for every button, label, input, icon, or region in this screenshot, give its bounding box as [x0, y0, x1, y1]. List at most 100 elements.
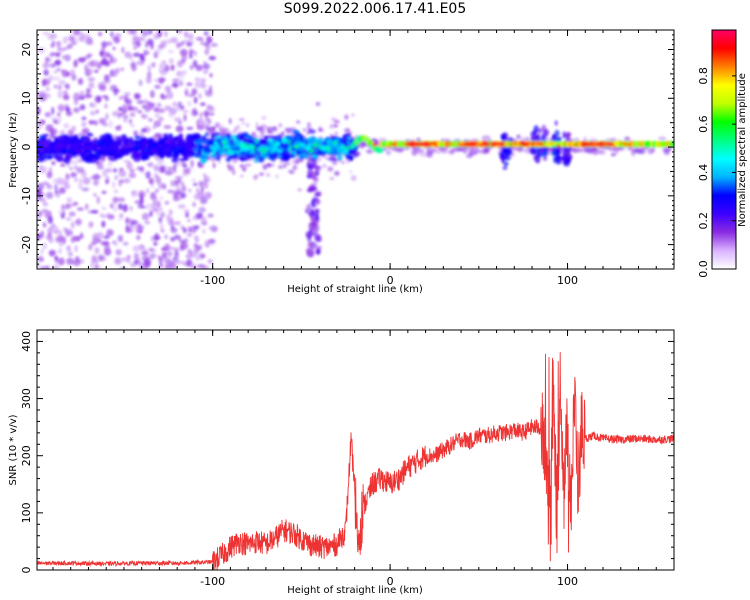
heatmap-cell: [52, 76, 61, 81]
heatmap-cell: [264, 135, 269, 140]
heatmap-cell: [168, 209, 173, 216]
heatmap-cell: [172, 247, 180, 252]
heatmap-cell: [138, 79, 143, 87]
heatmap-cell: [414, 147, 425, 154]
heatmap-cell: [266, 172, 271, 178]
heatmap-cell: [430, 144, 436, 147]
heatmap-cell: [516, 134, 521, 139]
heatmap-cell: [312, 141, 319, 148]
heatmap-cell: [58, 242, 64, 247]
heatmap-cell: [329, 176, 335, 181]
heatmap-cell: [81, 127, 90, 135]
heatmap-cell: [46, 182, 51, 188]
heatmap-cell: [84, 65, 88, 72]
colorbar-tick-label: 0.0: [697, 260, 710, 278]
heatmap-cell: [233, 138, 238, 142]
heatmap-cell: [193, 133, 201, 141]
heatmap-cell: [333, 119, 340, 124]
heatmap-cell: [63, 227, 68, 231]
heatmap-cell: [136, 40, 141, 47]
heatmap-cell: [125, 217, 130, 225]
heatmap-cell: [62, 90, 69, 96]
heatmap-cell: [210, 105, 215, 113]
heatmap-cell: [321, 164, 327, 168]
heatmap-cell: [174, 221, 181, 226]
heatmap-cell: [87, 67, 94, 75]
heatmap-cell: [307, 241, 314, 248]
heatmap-cell: [239, 174, 244, 178]
colorbar-tick-label: 0.6: [697, 115, 710, 133]
heatmap-cell: [66, 149, 73, 155]
heatmap-cell: [658, 136, 667, 141]
heatmap-cell: [54, 255, 58, 261]
heatmap-cell: [182, 185, 186, 193]
heatmap-cell: [172, 152, 180, 159]
heatmap-cell: [96, 196, 101, 205]
heatmap-cell: [47, 155, 53, 160]
heatmap-cell: [88, 221, 93, 229]
heatmap-cell: [180, 71, 185, 80]
heatmap-cell: [199, 111, 203, 119]
heatmap-cell: [147, 256, 155, 260]
heatmap-cell: [147, 38, 154, 46]
heatmap-cell: [47, 210, 52, 215]
y-tick-label: 400: [20, 331, 33, 352]
heatmap-cell: [51, 160, 56, 166]
heatmap-cell: [550, 142, 556, 145]
heatmap-cell: [330, 117, 337, 122]
heatmap-cell: [58, 247, 63, 255]
heatmap-cell: [170, 179, 174, 187]
heatmap-cell: [188, 48, 194, 54]
heatmap-cell: [233, 150, 241, 154]
heatmap-cell: [165, 153, 174, 159]
heatmap-cell: [365, 149, 376, 153]
heatmap-cell: [567, 142, 572, 145]
heatmap-cell: [201, 265, 209, 269]
heatmap-cell: [164, 85, 172, 93]
heatmap-cell: [490, 143, 497, 147]
heatmap-cell: [122, 204, 128, 213]
heatmap-cell: [307, 164, 312, 171]
heatmap-cell: [51, 40, 55, 48]
heatmap-cell: [172, 101, 178, 108]
heatmap-cell: [350, 175, 357, 181]
heatmap-cell: [106, 212, 111, 219]
heatmap-cell: [114, 175, 119, 180]
heatmap-cell: [556, 144, 561, 148]
heatmap-cell: [137, 203, 144, 209]
heatmap-cell: [521, 143, 527, 146]
heatmap-cell: [182, 227, 187, 234]
heatmap-cell: [151, 62, 156, 68]
heatmap-cell: [121, 257, 128, 262]
heatmap-cell: [191, 111, 195, 117]
heatmap-cell: [268, 138, 274, 144]
heatmap-cell: [129, 123, 135, 128]
heatmap-cell: [306, 206, 312, 213]
heatmap-cell: [188, 188, 192, 193]
heatmap-cell: [42, 94, 46, 98]
x-tick-label: 0: [387, 575, 394, 588]
colorbar-ticks: 0.0 0.2 0.4 0.6 0.8: [697, 67, 736, 278]
heatmap-cell: [502, 153, 508, 160]
heatmap-cell: [306, 188, 314, 193]
heatmap-cell: [158, 147, 164, 152]
heatmap-cell: [148, 210, 153, 217]
heatmap-cell: [156, 102, 162, 108]
heatmap-cell: [316, 245, 322, 250]
heatmap-cell: [195, 212, 203, 219]
heatmap-cell: [198, 206, 206, 214]
heatmap-cell: [141, 30, 149, 37]
heatmap-cell: [112, 46, 116, 51]
heatmap-cell: [200, 253, 206, 259]
heatmap-cell: [161, 142, 168, 148]
heatmap-cell: [180, 105, 185, 110]
heatmap-cell: [315, 102, 321, 106]
heatmap-cell: [318, 157, 322, 162]
heatmap-cell: [113, 189, 119, 194]
heatmap-cell: [154, 113, 160, 118]
heatmap-cell: [214, 141, 218, 146]
heatmap-cell: [78, 77, 84, 86]
heatmap-cell: [148, 30, 153, 35]
heatmap-cell: [72, 137, 78, 141]
